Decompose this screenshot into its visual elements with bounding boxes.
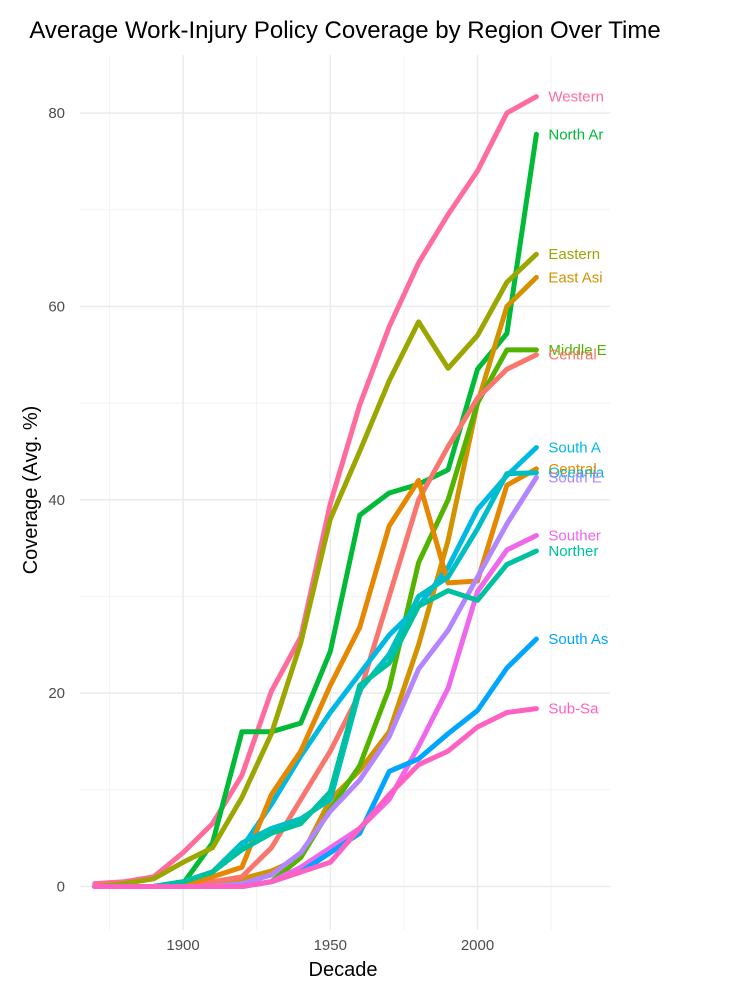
- series-label-oceania: Oceania: [548, 465, 605, 482]
- x-tick-label: 2000: [461, 937, 494, 954]
- chart-title: Average Work-Injury Policy Coverage by R…: [29, 17, 660, 44]
- x-tick-label: 1950: [314, 937, 347, 954]
- y-tick-label: 20: [48, 685, 65, 702]
- x-tick-label: 1900: [166, 937, 199, 954]
- series-label-east-asia: East Asi: [548, 269, 602, 286]
- series-label-sub-saharan-africa: Sub-Sa: [548, 701, 599, 718]
- series-line-western-europe: [92, 94, 539, 887]
- series-lines: [92, 94, 539, 889]
- y-tick-label: 60: [48, 298, 65, 315]
- series-label-central-asia: Central: [548, 347, 596, 364]
- y-tick-label: 40: [48, 492, 65, 509]
- axis-ticks: 1900 1950 2000 0 20 40 60 80: [48, 105, 494, 954]
- series-line-south-asia: [92, 636, 539, 889]
- series-label-central-america: Central: [548, 461, 596, 478]
- y-tick-label: 80: [48, 105, 65, 122]
- series-line-south-america: [92, 445, 539, 889]
- series-label-middle-east: Middle E: [548, 342, 606, 359]
- y-axis-title: Coverage (Avg. %): [20, 406, 42, 575]
- series-line-eastern-europe: [92, 251, 539, 889]
- series-label-north-america: North Ar: [548, 126, 603, 143]
- series-label-western-europe: Western: [548, 89, 604, 106]
- series-line-sub-saharan-africa: [92, 706, 539, 889]
- y-tick-label: 0: [57, 878, 65, 895]
- x-axis-title: Decade: [309, 959, 378, 981]
- series-label-south-asia: South As: [548, 631, 608, 648]
- series-label-south-east-asia: South E: [548, 470, 601, 487]
- series-label-northern-europe: Norther: [548, 543, 598, 560]
- series-label-south-america: South A: [548, 440, 601, 457]
- series-label-eastern-europe: Eastern: [548, 246, 600, 263]
- series-label-southern-europe: Souther: [548, 528, 601, 545]
